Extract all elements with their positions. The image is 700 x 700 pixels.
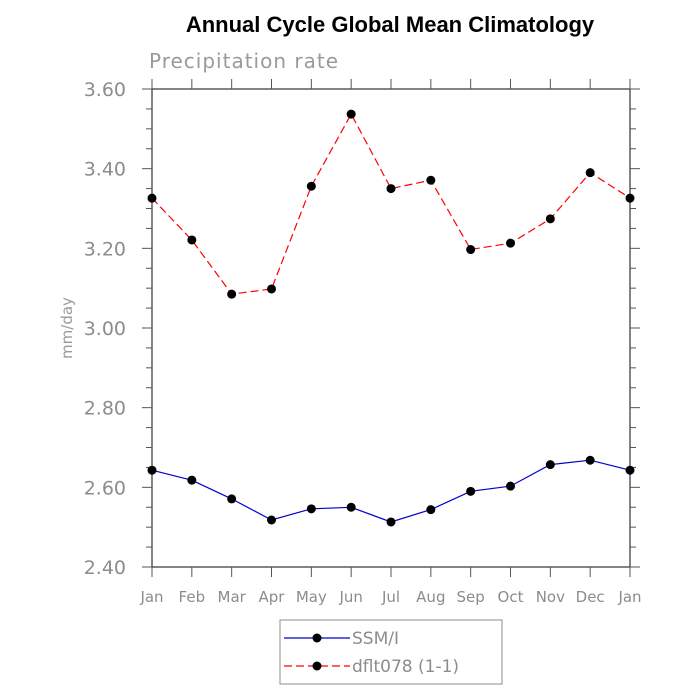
y-tick-label: 3.00 — [84, 318, 126, 340]
legend-marker-0 — [312, 633, 322, 643]
series-0-point — [187, 475, 197, 485]
series-1-point — [585, 168, 595, 178]
y-tick-label: 2.80 — [84, 398, 126, 420]
x-tick-label: Nov — [536, 588, 565, 606]
series-0-point — [506, 481, 515, 491]
x-tick-label: Mar — [218, 588, 247, 606]
series-1-point — [625, 193, 635, 203]
legend-label-0: SSM/I — [352, 629, 399, 649]
series-0-point — [545, 460, 555, 470]
x-tick-label: Feb — [179, 588, 206, 606]
series-0-point — [346, 502, 356, 512]
y-axis-label: mm/day — [58, 297, 76, 359]
series-0-point — [147, 465, 157, 475]
series-1-point — [545, 214, 555, 224]
chart-subtitle: Precipitation rate — [149, 49, 339, 73]
series-0-point — [625, 465, 635, 475]
series-0-point — [585, 455, 595, 465]
legend-box — [279, 619, 503, 685]
y-tick-label: 3.40 — [84, 159, 126, 181]
y-tick-label: 2.40 — [84, 557, 126, 579]
y-tick-label: 3.60 — [84, 79, 126, 101]
series-1-point — [346, 109, 356, 119]
x-tick-label: May — [296, 588, 327, 606]
x-tick-label: Oct — [498, 588, 524, 606]
series-1-point — [147, 193, 157, 203]
x-tick-label: Jul — [381, 588, 400, 606]
series-1-point — [426, 175, 436, 185]
series-0-point — [426, 505, 436, 515]
x-tick-label: Jun — [338, 588, 362, 606]
legend-label-1: dflt078 (1-1) — [352, 657, 459, 677]
series-1-point — [506, 238, 515, 248]
series-line-0 — [151, 459, 631, 523]
y-axis-ticks: 2.40 2.60 2.80 3.00 3.20 3.40 3.60 — [84, 79, 640, 579]
series-line-1 — [151, 112, 631, 295]
series-1-point — [267, 284, 276, 294]
series-0-point — [306, 504, 316, 514]
x-tick-label: Jan — [139, 588, 163, 606]
series-1-point — [386, 184, 396, 194]
x-tick-label: Jan — [617, 588, 641, 606]
series-1-point — [306, 181, 316, 191]
x-tick-label: Sep — [457, 588, 485, 606]
series-1-point — [227, 289, 237, 299]
series-0-point — [227, 494, 237, 504]
x-axis-ticks: Jan Feb Mar Apr May Jun Jul Aug Sep Oct Nov Dec Jan — [139, 79, 642, 606]
x-tick-label: Apr — [259, 588, 286, 606]
legend: SSM/I dflt078 (1-1) — [279, 619, 503, 685]
series-1-point — [466, 245, 476, 255]
x-tick-label: Aug — [416, 588, 445, 606]
y-tick-label: 3.20 — [84, 238, 126, 260]
series-lines — [147, 109, 635, 527]
series-0-point — [466, 486, 476, 496]
series-1-point — [187, 235, 197, 245]
x-tick-label: Dec — [576, 588, 605, 606]
legend-marker-1 — [312, 661, 322, 671]
series-0-point — [386, 517, 396, 527]
legend-items: SSM/I dflt078 (1-1) — [284, 629, 459, 677]
series-0-point — [267, 515, 276, 525]
chart-title: Annual Cycle Global Mean Climatology — [186, 12, 595, 37]
y-tick-label: 2.60 — [84, 477, 126, 499]
